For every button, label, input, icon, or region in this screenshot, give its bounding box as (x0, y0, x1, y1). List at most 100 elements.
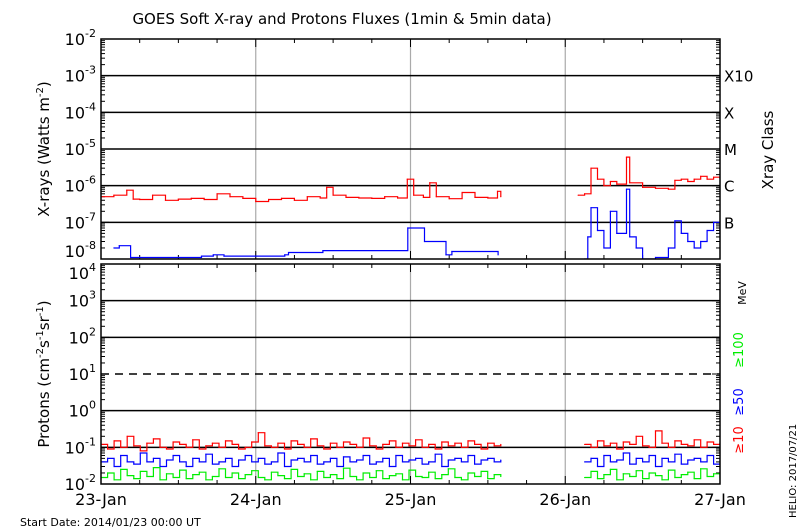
data-point (355, 446, 358, 448)
data-point (428, 443, 430, 446)
data-point (310, 438, 312, 440)
data-point (205, 479, 207, 481)
data-point (493, 445, 495, 447)
data-point (369, 476, 371, 479)
data-point (323, 448, 325, 450)
data-point (625, 156, 628, 158)
data-point (146, 475, 148, 478)
data-point (423, 240, 426, 243)
data-point (342, 441, 345, 443)
data-point (264, 479, 266, 481)
data-point (303, 446, 305, 448)
data-point (159, 479, 161, 481)
series-line (113, 227, 499, 259)
legend-entry: ≥100 (732, 332, 747, 368)
data-point (139, 452, 141, 454)
data-point (277, 452, 279, 454)
data-point (706, 441, 708, 443)
y-tick-label: 10-8 (65, 239, 96, 261)
data-point (635, 247, 637, 249)
data-point (229, 196, 231, 198)
y-tick-label: 10-2 (65, 27, 96, 49)
data-point (362, 454, 364, 457)
data-point (139, 450, 141, 452)
data-point (654, 256, 657, 259)
data-point (336, 478, 338, 480)
data-point (218, 468, 220, 470)
y-tick-label: 103 (69, 289, 96, 311)
data-point (152, 438, 155, 440)
data-point (434, 453, 436, 455)
data-point (211, 442, 214, 444)
y-tick-label: 10-6 (65, 174, 96, 196)
data-point (629, 463, 631, 465)
data-point (448, 198, 450, 200)
data-point (179, 469, 181, 471)
data-point (447, 468, 449, 470)
data-point (179, 461, 181, 463)
data-point (596, 465, 599, 468)
data-point (375, 461, 377, 463)
data-point (700, 461, 702, 463)
data-point (231, 465, 233, 468)
y-tick-label: 101 (69, 362, 96, 384)
data-point (667, 469, 670, 471)
data-point (454, 476, 456, 479)
data-point (297, 475, 299, 478)
data-point (712, 176, 715, 178)
data-point (384, 196, 386, 198)
data-point (323, 461, 325, 463)
data-point (118, 245, 120, 247)
data-point (674, 440, 676, 442)
data-point (674, 179, 676, 181)
data-point (329, 442, 331, 444)
data-point (146, 461, 148, 463)
data-point (238, 459, 240, 461)
y-tick-label: 102 (69, 325, 96, 347)
data-point (493, 461, 495, 463)
data-point (706, 454, 708, 457)
data-point (674, 220, 676, 222)
data-point (706, 475, 708, 478)
data-point (609, 442, 611, 444)
xray-class-label: M (724, 141, 737, 159)
data-point (126, 474, 128, 477)
data-point (654, 187, 657, 189)
data-point (280, 197, 283, 199)
data-point (223, 255, 225, 257)
data-point (642, 445, 644, 447)
data-point (355, 479, 358, 481)
data-point (238, 478, 240, 480)
data-point (139, 470, 141, 473)
data-point (712, 221, 715, 223)
y-tick-label: 104 (69, 261, 96, 283)
data-point (661, 457, 663, 459)
data-point (414, 475, 417, 478)
data-point (205, 445, 207, 447)
data-point (316, 470, 318, 473)
data-point (441, 474, 443, 476)
data-point (497, 254, 499, 256)
data-point (329, 457, 331, 459)
data-point (622, 452, 624, 454)
y-tick-label: 10-7 (65, 210, 96, 232)
data-point (293, 199, 296, 201)
data-point (629, 475, 631, 478)
legend-entry: ≥10 (732, 426, 747, 453)
data-point (216, 193, 218, 195)
data-point (473, 475, 476, 478)
data-point (242, 197, 244, 199)
data-point (480, 448, 482, 450)
data-point (583, 443, 586, 446)
x-tick-label: 24-Jan (230, 490, 282, 509)
data-point (667, 247, 670, 249)
data-point (590, 470, 592, 473)
data-point (603, 185, 605, 187)
data-point (218, 461, 220, 463)
series-line (584, 452, 720, 468)
data-point (270, 461, 272, 463)
data-point (133, 445, 135, 447)
data-point (480, 470, 482, 473)
series-line (101, 432, 502, 452)
data-point (297, 457, 299, 459)
